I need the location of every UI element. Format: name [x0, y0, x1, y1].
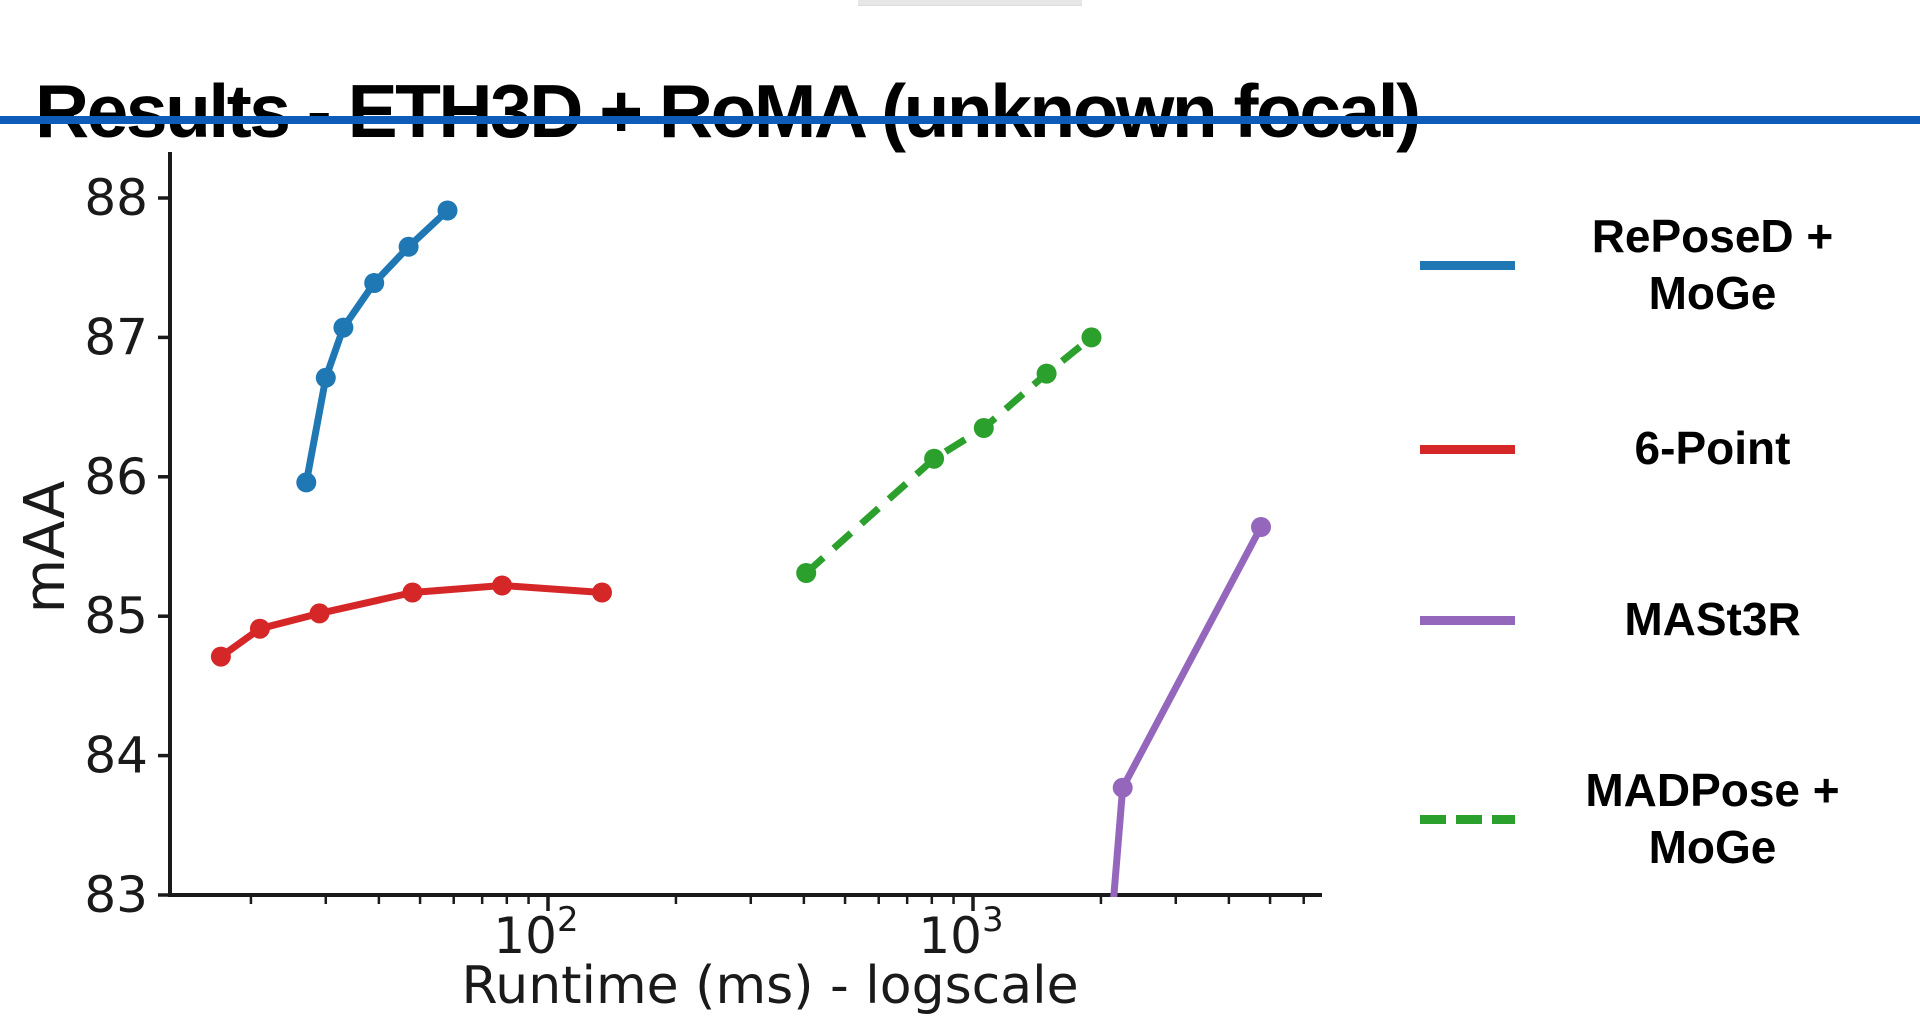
series-line-reposed-moge — [302, 207, 450, 484]
y-tick-label: 84 — [84, 727, 148, 785]
legend-label-line: MADPose + — [1585, 763, 1840, 816]
data-point — [402, 582, 423, 603]
legend-label-madpose-moge: MADPose + MoGe — [1515, 762, 1910, 877]
legend-swatch-reposed-moge — [1420, 260, 1515, 270]
y-axis-label: mAA — [13, 480, 78, 614]
legend-label-line: MASt3R — [1624, 593, 1801, 646]
data-point — [924, 448, 945, 469]
data-point — [364, 273, 385, 293]
legend-item: RePoseD + MoGe — [1405, 205, 1910, 325]
data-point — [1081, 327, 1102, 348]
title-underline-rule — [0, 116, 1920, 124]
legend-label-reposed-moge: RePoseD + MoGe — [1515, 208, 1910, 323]
legend-item: MADPose + MoGe — [1405, 758, 1910, 880]
legend-label-line: 6-Point — [1634, 422, 1791, 475]
y-tick-label: 83 — [84, 866, 148, 924]
legend-item: 6-Point — [1405, 420, 1910, 478]
data-point — [1036, 363, 1057, 384]
data-point — [398, 236, 419, 257]
legend-swatch-madpose-moge — [1420, 814, 1515, 824]
legend-swatch-mast3r — [1420, 615, 1515, 625]
data-point — [1112, 777, 1133, 798]
data-point — [973, 418, 994, 438]
data-point — [309, 603, 330, 624]
screen-capture-artifact — [858, 0, 1082, 6]
x-tick-label: 103 — [918, 900, 1003, 965]
x-axis-label: Runtime (ms) - logscale — [461, 956, 1079, 1016]
legend-label-6-point: 6-Point — [1515, 420, 1910, 478]
data-point — [296, 472, 317, 493]
x-tick-label: 102 — [493, 900, 578, 965]
legend-label-line: RePoseD + — [1591, 209, 1834, 262]
legend-label-mast3r: MASt3R — [1515, 591, 1910, 649]
legend-label-line: MoGe — [1648, 267, 1777, 319]
y-tick-label: 85 — [84, 587, 148, 645]
data-point — [210, 646, 231, 667]
data-point — [492, 575, 513, 596]
data-point — [315, 367, 336, 388]
y-tick-label: 87 — [84, 308, 148, 366]
data-point — [1251, 517, 1271, 537]
legend-swatch-6-point — [1420, 444, 1515, 454]
data-point — [592, 582, 612, 603]
y-tick-label: 88 — [84, 169, 148, 227]
slide-title: Results - ETH3D + RoMA (unknown focal) — [35, 69, 1421, 154]
legend-item: MASt3R — [1405, 591, 1910, 649]
data-point — [796, 563, 817, 583]
legend-label-line: MoGe — [1648, 821, 1777, 873]
y-tick-label: 86 — [84, 448, 148, 506]
data-point — [249, 618, 270, 639]
data-point — [333, 317, 354, 338]
data-point — [437, 200, 458, 221]
series-line-mast3r — [1110, 525, 1265, 897]
